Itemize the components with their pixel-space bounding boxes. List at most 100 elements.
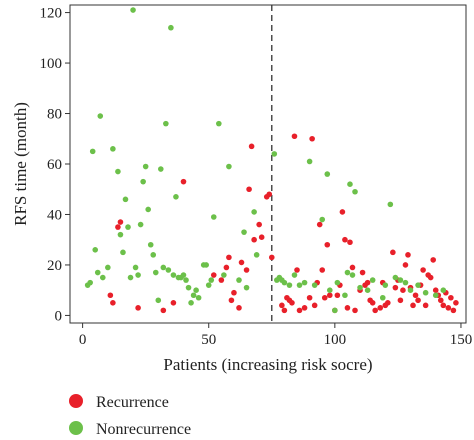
- point-recurrence: [372, 307, 378, 314]
- point-nonrecurrence: [324, 171, 331, 177]
- point-nonrecurrence: [120, 249, 126, 256]
- point-recurrence: [352, 307, 358, 314]
- point-recurrence: [349, 264, 356, 271]
- point-nonrecurrence: [147, 241, 154, 248]
- point-recurrence: [311, 302, 318, 309]
- point-nonrecurrence: [379, 294, 386, 301]
- point-nonrecurrence: [188, 300, 194, 306]
- point-nonrecurrence: [251, 209, 257, 215]
- point-recurrence: [410, 302, 416, 309]
- point-nonrecurrence: [87, 279, 93, 286]
- point-nonrecurrence: [382, 282, 389, 288]
- point-recurrence: [180, 178, 187, 185]
- point-recurrence: [405, 252, 411, 258]
- point-nonrecurrence: [392, 274, 399, 281]
- point-nonrecurrence: [281, 279, 288, 286]
- point-nonrecurrence: [311, 282, 318, 288]
- point-recurrence: [301, 305, 308, 311]
- point-nonrecurrence: [160, 264, 167, 271]
- point-nonrecurrence: [117, 231, 124, 238]
- point-nonrecurrence: [415, 282, 421, 288]
- point-recurrence: [402, 262, 409, 268]
- point-nonrecurrence: [387, 201, 394, 208]
- point-recurrence: [324, 241, 331, 248]
- point-recurrence: [390, 249, 396, 256]
- y-tick-label: 60: [47, 157, 62, 173]
- y-tick-label: 100: [40, 56, 63, 72]
- point-recurrence: [344, 305, 351, 311]
- point-recurrence: [291, 133, 298, 140]
- point-nonrecurrence: [296, 282, 303, 288]
- point-nonrecurrence: [97, 113, 104, 119]
- point-nonrecurrence: [357, 284, 363, 291]
- point-nonrecurrence: [135, 272, 141, 278]
- point-nonrecurrence: [306, 158, 313, 165]
- point-nonrecurrence: [127, 274, 134, 281]
- point-recurrence: [246, 186, 252, 193]
- x-axis-title: Patients (increasing risk socre): [163, 355, 372, 374]
- point-recurrence: [316, 221, 323, 228]
- point-recurrence: [385, 300, 391, 306]
- point-recurrence: [238, 259, 245, 266]
- point-nonrecurrence: [158, 166, 164, 172]
- point-recurrence: [160, 307, 167, 314]
- point-recurrence: [427, 274, 434, 281]
- point-recurrence: [326, 292, 333, 299]
- point-recurrence: [251, 236, 257, 243]
- point-recurrence: [210, 272, 217, 278]
- point-recurrence: [392, 284, 399, 291]
- point-nonrecurrence: [185, 284, 192, 291]
- point-recurrence: [115, 224, 121, 230]
- point-recurrence: [319, 267, 326, 273]
- point-nonrecurrence: [193, 287, 199, 293]
- point-recurrence: [412, 292, 419, 299]
- point-recurrence: [170, 300, 177, 306]
- point-recurrence: [248, 143, 255, 150]
- point-nonrecurrence: [105, 264, 111, 271]
- point-recurrence: [334, 292, 341, 299]
- point-nonrecurrence: [402, 279, 409, 286]
- x-tick-label: 150: [450, 332, 473, 348]
- point-recurrence: [218, 277, 225, 283]
- legend: Recurrence Nonrecurrence: [69, 394, 191, 438]
- point-nonrecurrence: [183, 277, 189, 283]
- point-nonrecurrence: [407, 287, 414, 293]
- point-nonrecurrence: [152, 269, 159, 276]
- point-recurrence: [236, 305, 242, 311]
- point-recurrence: [243, 267, 250, 273]
- point-recurrence: [445, 305, 452, 311]
- point-recurrence: [107, 292, 114, 299]
- point-nonrecurrence: [349, 272, 356, 278]
- point-nonrecurrence: [168, 24, 174, 31]
- point-nonrecurrence: [226, 163, 232, 170]
- point-recurrence: [430, 257, 437, 263]
- point-recurrence: [347, 239, 353, 246]
- point-recurrence: [223, 264, 230, 271]
- point-nonrecurrence: [150, 252, 157, 258]
- point-recurrence: [400, 287, 406, 293]
- point-recurrence: [266, 191, 273, 198]
- point-recurrence: [256, 221, 262, 228]
- point-recurrence: [110, 300, 116, 306]
- point-nonrecurrence: [203, 262, 210, 268]
- point-recurrence: [397, 297, 404, 304]
- point-nonrecurrence: [332, 307, 338, 314]
- point-nonrecurrence: [440, 287, 447, 293]
- point-nonrecurrence: [221, 272, 227, 278]
- point-recurrence: [342, 236, 348, 243]
- point-recurrence: [268, 254, 275, 261]
- legend-label-recurrence: Recurrence: [96, 394, 169, 411]
- point-nonrecurrence: [352, 188, 358, 195]
- point-recurrence: [306, 294, 313, 301]
- point-nonrecurrence: [236, 277, 242, 283]
- point-recurrence: [339, 209, 346, 215]
- point-nonrecurrence: [137, 221, 144, 228]
- y-tick-label: 120: [40, 6, 63, 22]
- point-nonrecurrence: [205, 282, 212, 288]
- x-tick-label: 100: [324, 332, 347, 348]
- point-nonrecurrence: [344, 269, 351, 276]
- point-recurrence: [231, 289, 237, 296]
- point-recurrence: [279, 302, 285, 309]
- x-tick-label: 50: [201, 332, 216, 348]
